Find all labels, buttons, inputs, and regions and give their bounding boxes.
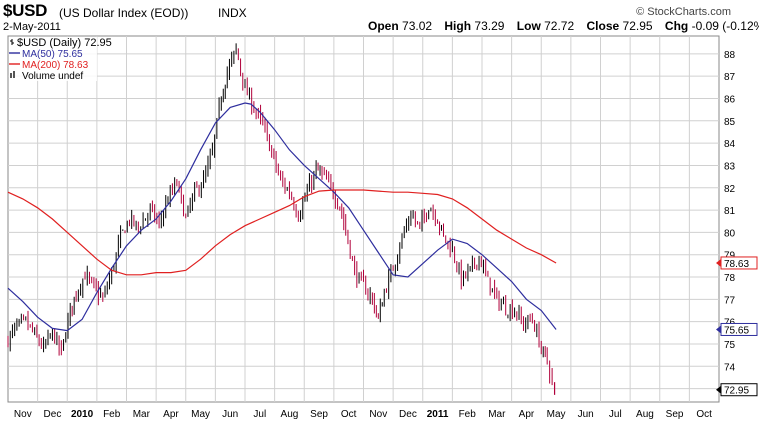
y-tick-label: 75 [724,340,736,351]
value-tag-pointer [716,385,721,394]
volume-icon [10,73,12,78]
exchange-label: INDX [218,6,247,20]
quote-date: 2-May-2011 [3,21,61,33]
x-tick-label: Oct [341,409,357,420]
x-tick-label: Feb [459,409,477,420]
legend-label: MA(50) 75.65 [22,49,83,60]
x-tick-label: Jun [578,409,594,420]
chg-value: -0.09 (-0.12%) [691,19,759,33]
y-tick-label: 87 [724,72,736,83]
legend-label: $USD (Daily) 72.95 [17,37,112,49]
low-label: Low [516,19,541,33]
x-tick-label: Nov [369,409,387,420]
y-tick-label: 85 [724,117,736,128]
x-tick-label: Dec [44,409,62,420]
x-tick-label: Oct [696,409,712,420]
x-tick-label: Mar [488,409,506,420]
y-tick-label: 74 [724,362,736,373]
open-value: 73.02 [402,19,433,33]
x-tick-label: 2010 [71,409,94,420]
y-tick-label: 80 [724,228,736,239]
y-tick-label: 81 [724,206,736,217]
legend-label: Volume undef [22,71,83,82]
x-tick-label: 2011 [427,409,449,420]
value-tag-label: 72.95 [724,386,749,397]
value-tag-label: 75.65 [724,325,749,336]
x-tick-label: Jun [222,409,238,420]
ma50-line [7,102,557,332]
value-tag-label: 78.63 [724,259,749,270]
symbol-title: $USD [3,1,48,20]
price-bars [7,43,556,395]
symbol-description: (US Dollar Index (EOD)) [59,6,189,20]
x-tick-label: Apr [163,409,179,420]
ohlc-summary: Open 73.02 High 73.29 Low 72.72 Close 72… [368,19,759,33]
close-value: 72.95 [622,19,653,33]
legend-label: MA(200) 78.63 [22,60,89,71]
x-tick-label: Feb [103,409,121,420]
low-value: 72.72 [544,19,575,33]
x-tick-label: Dec [399,409,417,420]
chart-header: $USD (US Dollar Index (EOD)) INDX 2-May-… [0,0,759,36]
y-tick-label: 84 [724,139,736,150]
chg-label: Chg [664,19,689,33]
brand-label: © StockCharts.com [636,6,731,18]
ma200-line [7,189,557,276]
x-tick-label: Jul [253,409,266,420]
x-tick-label: Sep [666,409,684,420]
x-tick-label: Mar [133,409,151,420]
legend-backdrop [9,37,97,81]
value-tag-pointer [716,258,721,267]
close-label: Close [586,19,620,33]
x-tick-label: Aug [281,409,299,420]
high-value: 73.29 [474,19,505,33]
value-tag-pointer [716,325,721,334]
y-tick-label: 82 [724,184,736,195]
y-tick-label: 86 [724,94,736,105]
y-tick-label: 83 [724,161,736,172]
y-tick-label: 77 [724,295,736,306]
x-tick-label: Sep [310,409,328,420]
y-tick-label: 79 [724,251,736,262]
x-tick-label: Jul [609,409,622,420]
x-tick-label: May [191,409,210,420]
high-label: High [444,19,472,33]
open-label: Open [368,19,399,33]
x-tick-label: Aug [636,409,654,420]
y-tick-label: 88 [724,50,736,61]
y-tick-label: 78 [724,273,736,284]
x-tick-label: May [547,409,566,420]
x-tick-label: Nov [14,409,32,420]
volume-icon [13,71,15,78]
x-tick-label: Apr [519,409,535,420]
